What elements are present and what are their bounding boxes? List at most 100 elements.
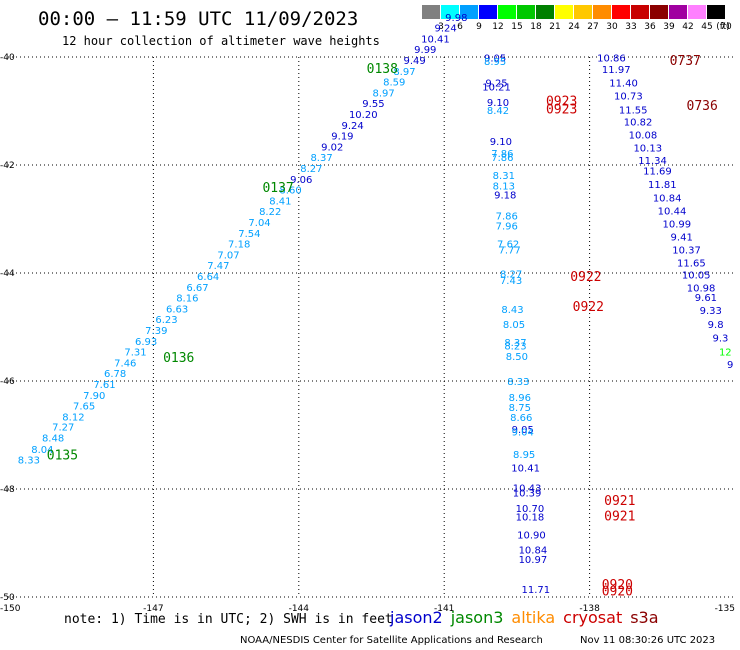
- pass-time-label: 0922: [573, 300, 604, 315]
- wave-height-value: 11.69: [643, 167, 672, 178]
- legend-entry: jason3: [450, 608, 504, 627]
- wave-height-value: 9: [727, 360, 733, 371]
- wave-height-value: 11.97: [602, 65, 631, 76]
- colorbar-swatch: [498, 5, 517, 19]
- colorbar-swatch: [460, 5, 479, 19]
- colorbar-label: 33: [625, 22, 637, 32]
- wave-height-value: 8.96: [509, 393, 531, 404]
- pass-time-label: 0923: [546, 103, 577, 118]
- wave-height-value: 10.99: [663, 220, 692, 231]
- wave-height-value: 6.93: [135, 337, 157, 348]
- wave-height-value: 10.13: [633, 144, 662, 155]
- y-tick-label: -46: [0, 377, 15, 387]
- page-subtitle: 12 hour collection of altimeter wave hei…: [62, 34, 380, 48]
- y-tick-label: -50: [0, 593, 15, 603]
- colorbar-swatch: [422, 5, 441, 19]
- colorbar-swatch: [593, 5, 612, 19]
- pass-time-label: 0922: [570, 270, 601, 285]
- wave-height-value: 9.02: [321, 142, 343, 153]
- wave-height-value: 9.99: [414, 45, 436, 56]
- wave-height-value: 11.81: [648, 180, 677, 191]
- colorbar-swatch: [441, 5, 460, 19]
- wave-height-value: 10.97: [519, 555, 548, 566]
- pass-time-label: 0135: [47, 448, 78, 463]
- colorbar-label: 39: [663, 22, 675, 32]
- pass-time-label: 0920: [602, 578, 633, 593]
- colorbar-label: 30: [606, 22, 618, 32]
- wave-height-value: 9.05: [484, 53, 506, 64]
- wave-height-value: 11.34: [638, 156, 667, 167]
- legend-entry: cryosat: [563, 608, 623, 627]
- colorbar-swatch: [536, 5, 555, 19]
- wave-height-value: 7.54: [238, 229, 260, 240]
- y-tick-label: -48: [0, 485, 15, 495]
- colorbar-label: 12: [492, 22, 504, 32]
- colorbar-swatch: [688, 5, 707, 19]
- wave-height-value: 9.98: [445, 13, 467, 24]
- wave-height-value: 7.65: [73, 402, 95, 413]
- colorbar-label: 70: [720, 22, 732, 32]
- wave-height-value: 6.63: [166, 304, 188, 315]
- wave-height-value: 8.05: [503, 320, 525, 331]
- colorbar-label: 45: [701, 22, 713, 32]
- legend-entry: jason2: [390, 608, 443, 627]
- wave-height-value: 9.19: [331, 132, 353, 143]
- pass-time-label: 0737: [670, 54, 701, 69]
- y-tick-label: -44: [0, 269, 15, 279]
- wave-height-value: 7.96: [496, 221, 518, 232]
- pass-time-label: 0921: [604, 494, 635, 509]
- wave-height-value: 8.23: [504, 342, 526, 353]
- wave-height-value: 10.41: [421, 34, 450, 45]
- wave-height-value: 8.43: [501, 305, 523, 316]
- colorbar-label: 6: [457, 22, 463, 32]
- x-tick-label: -144: [289, 604, 310, 614]
- colorbar-label: 3: [438, 22, 444, 32]
- colorbar-label: 18: [530, 22, 542, 32]
- wave-height-value: 6.78: [104, 369, 126, 380]
- wave-height-value: 7.43: [500, 276, 522, 287]
- wave-height-value: 10.39: [513, 489, 542, 500]
- wave-height-value: 8.04: [31, 445, 53, 456]
- wave-height-value: 9.04: [512, 428, 534, 439]
- satellite-legend: jason2 jason3 altika cryosat s3a: [390, 608, 667, 627]
- wave-height-value: 10.41: [511, 464, 540, 475]
- wave-height-value: 6.67: [186, 283, 208, 294]
- wave-height-value: 9.8: [708, 320, 724, 331]
- colorbar-swatch: [669, 5, 688, 19]
- wave-height-value: 9.24: [435, 24, 457, 35]
- wave-height-value: 7.39: [145, 326, 167, 337]
- wave-height-value: 8.22: [259, 207, 281, 218]
- pass-time-label: 0136: [163, 351, 194, 366]
- wave-height-value: 8.48: [42, 433, 64, 444]
- wave-height-value: 8.12: [62, 412, 84, 423]
- wave-height-value: 8.42: [487, 106, 509, 117]
- wave-height-value: 10.84: [653, 194, 682, 205]
- wave-height-value: 9.55: [362, 99, 384, 110]
- wave-height-value: 9.33: [700, 306, 722, 317]
- wave-height-value: 8.31: [493, 171, 515, 182]
- wave-height-value: 8.95: [484, 57, 506, 68]
- wave-height-value: 8.37: [310, 153, 332, 164]
- y-tick-label: -42: [0, 161, 15, 171]
- wave-height-value: 8.37: [504, 338, 526, 349]
- note-text: note: 1) Time is in UTC; 2) SWH is in fe…: [64, 612, 393, 627]
- wave-height-value: 9.3: [713, 334, 729, 345]
- wave-height-value: 7.61: [93, 380, 115, 391]
- x-tick-label: -147: [143, 604, 163, 614]
- wave-height-value: 10.86: [597, 53, 626, 64]
- pass-time-label: 0138: [367, 62, 398, 77]
- wave-height-value: 7.77: [498, 246, 520, 257]
- wave-height-value: 9.49: [404, 56, 426, 67]
- wave-height-value: 7.18: [228, 240, 250, 251]
- wave-height-value: 7.86: [491, 153, 513, 164]
- wave-height-value: 7.27: [52, 423, 74, 434]
- timestamp-text: Nov 11 08:30:26 UTC 2023: [580, 635, 716, 646]
- colorbar-swatch: [574, 5, 593, 19]
- wave-height-value: 7.86: [496, 212, 518, 223]
- wave-height-value: 11.65: [677, 259, 706, 270]
- colorbar-label: 21: [549, 22, 561, 32]
- wave-height-value: 11.71: [521, 585, 550, 596]
- wave-height-value: 7.90: [83, 391, 105, 402]
- colorbar-label: 15: [511, 22, 523, 32]
